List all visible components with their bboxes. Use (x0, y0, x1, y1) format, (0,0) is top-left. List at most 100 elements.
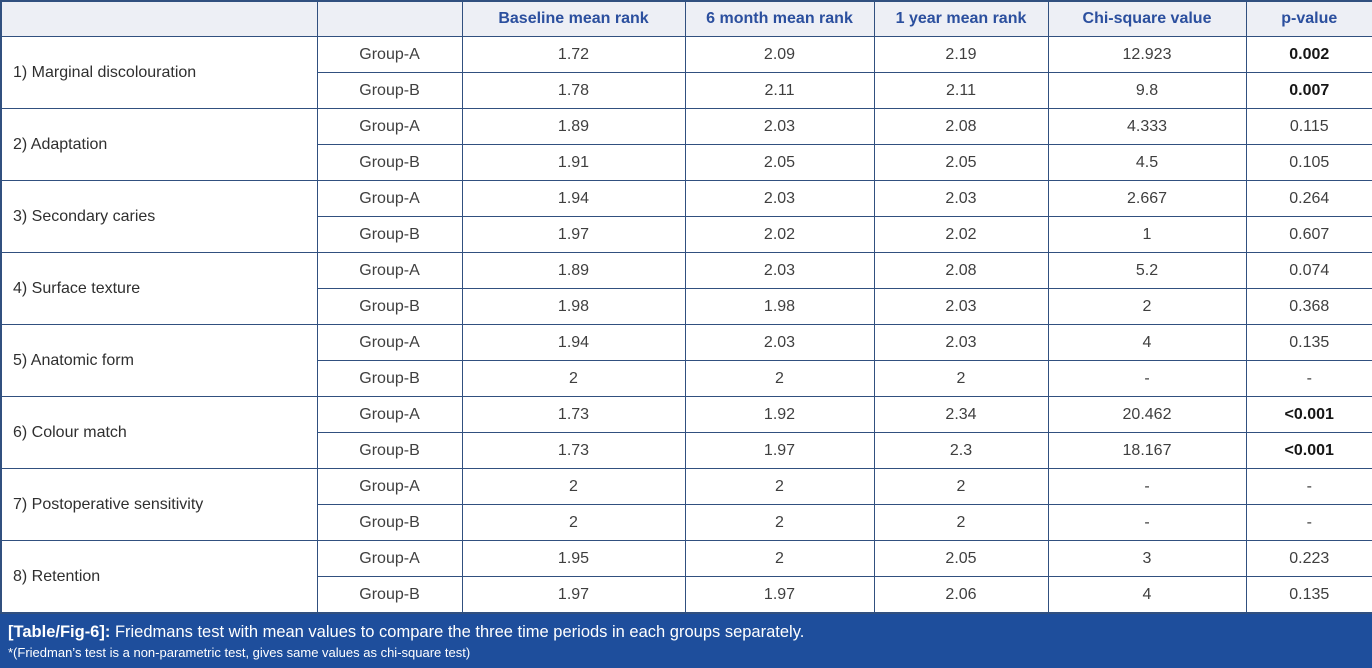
table-header: Baseline mean rank 6 month mean rank 1 y… (0, 0, 1372, 37)
value-cell: 1.73 (461, 432, 686, 469)
caption-footnote: *(Friedman’s test is a non-parametric te… (8, 645, 471, 660)
table-row: 8) Retention Group-A 1.95 2 2.05 3 0.223 (0, 540, 1372, 614)
value-cell: 4 (1047, 324, 1247, 361)
criterion-cell: 4) Surface texture (0, 252, 318, 325)
p-value-cell: 0.105 (1245, 144, 1372, 181)
group-cell: Group-B (316, 144, 463, 181)
value-cell: 2.3 (873, 432, 1049, 469)
group-cell: Group-B (316, 216, 463, 253)
value-cell: 4.333 (1047, 108, 1247, 145)
value-cell: 1.78 (461, 72, 686, 109)
value-cell: 1.97 (461, 216, 686, 253)
value-cell: 2 (684, 360, 875, 397)
group-cell: Group-A (316, 540, 463, 577)
value-cell: 1.89 (461, 108, 686, 145)
value-cell: 2 (461, 468, 686, 505)
table-row: Group-B 1.98 1.98 2.03 2 0.368 (1, 288, 1372, 325)
p-value-cell: <0.001 (1245, 396, 1372, 433)
group-cell: Group-A (316, 324, 463, 361)
p-value-cell: 0.368 (1245, 288, 1372, 325)
value-cell: - (1047, 360, 1247, 397)
value-cell: 2.02 (873, 216, 1049, 253)
table-row: Group-B 1.97 1.97 2.06 4 0.135 (1, 576, 1372, 614)
caption-label: [Table/Fig-6]: (8, 623, 111, 641)
column-header-1-year-mean-rank: 1 year mean rank (873, 0, 1049, 37)
value-cell: 2.09 (684, 36, 875, 73)
table-row: 1) Marginal discolouration Group-A 1.72 2.0… (0, 36, 1372, 109)
value-cell: 1.97 (684, 432, 875, 469)
value-cell: 2.08 (873, 252, 1049, 289)
value-cell: 20.462 (1047, 396, 1247, 433)
value-cell: 2.06 (873, 576, 1049, 614)
value-cell: 1.97 (684, 576, 875, 614)
p-value-cell: 0.264 (1245, 180, 1372, 217)
value-cell: 2.03 (684, 252, 875, 289)
value-cell: 2.05 (873, 540, 1049, 577)
table-row: 6) Colour match Group-A 1.73 1.92 2.34 20.462… (0, 396, 1372, 469)
value-cell: - (1047, 468, 1247, 505)
value-cell: 12.923 (1047, 36, 1247, 73)
p-value-cell: 0.007 (1245, 72, 1372, 109)
value-cell: 2 (684, 540, 875, 577)
group-cell: Group-A (316, 180, 463, 217)
value-cell: 2.03 (684, 180, 875, 217)
value-cell: 2.11 (684, 72, 875, 109)
value-cell: 2.03 (684, 108, 875, 145)
group-cell: Group-A (316, 36, 463, 73)
criterion-cell: 1) Marginal discolouration (0, 36, 318, 109)
criterion-cell: 5) Anatomic form (0, 324, 318, 397)
value-cell: 2 (1047, 288, 1247, 325)
value-cell: 1 (1047, 216, 1247, 253)
value-cell: 2.05 (873, 144, 1049, 181)
value-cell: 1.94 (461, 180, 686, 217)
group-cell: Group-A (316, 252, 463, 289)
table-row: 5) Anatomic form Group-A 1.94 2.03 2.03 4 0.13… (0, 324, 1372, 397)
value-cell: - (1047, 504, 1247, 541)
group-cell: Group-B (316, 360, 463, 397)
table-caption: [Table/Fig-6]: Friedmans test with mean … (8, 622, 1362, 642)
table-row: 2) Adaptation Group-A 1.89 2.03 2.08 4.333 0.1… (0, 108, 1372, 181)
value-cell: 4 (1047, 576, 1247, 614)
value-cell: 9.8 (1047, 72, 1247, 109)
table-row: Group-B 1.78 2.11 2.11 9.8 0.007 (1, 72, 1372, 109)
value-cell: 2.05 (684, 144, 875, 181)
value-cell: 2 (461, 504, 686, 541)
group-cell: Group-A (316, 396, 463, 433)
value-cell: 2 (873, 360, 1049, 397)
criterion-cell: 2) Adaptation (0, 108, 318, 181)
value-cell: 2.08 (873, 108, 1049, 145)
p-value-cell: - (1245, 360, 1372, 397)
p-value-cell: 0.002 (1245, 36, 1372, 73)
criterion-cell: 3) Secondary caries (0, 180, 318, 253)
table-body: 1) Marginal discolouration Group-A 1.72 2.0… (0, 36, 1372, 614)
column-header-p-value: p-value (1245, 0, 1372, 37)
value-cell: 2 (873, 468, 1049, 505)
value-cell: 3 (1047, 540, 1247, 577)
value-cell: 2.667 (1047, 180, 1247, 217)
p-value-cell: 0.135 (1245, 576, 1372, 614)
value-cell: 5.2 (1047, 252, 1247, 289)
column-header-criterion (0, 0, 318, 37)
value-cell: 4.5 (1047, 144, 1247, 181)
column-header-baseline-mean-rank: Baseline mean rank (461, 0, 686, 37)
value-cell: 2.03 (873, 288, 1049, 325)
value-cell: 1.89 (461, 252, 686, 289)
friedman-test-table: Baseline mean rank 6 month mean rank 1 y… (0, 0, 1372, 614)
table-row: Group-B 1.91 2.05 2.05 4.5 0.105 (1, 144, 1372, 181)
value-cell: 1.73 (461, 396, 686, 433)
p-value-cell: - (1245, 468, 1372, 505)
value-cell: 2 (461, 360, 686, 397)
p-value-cell: 0.607 (1245, 216, 1372, 253)
group-cell: Group-B (316, 72, 463, 109)
p-value-cell: <0.001 (1245, 432, 1372, 469)
criterion-cell: 6) Colour match (0, 396, 318, 469)
value-cell: 2.34 (873, 396, 1049, 433)
value-cell: 18.167 (1047, 432, 1247, 469)
value-cell: 1.72 (461, 36, 686, 73)
p-value-cell: 0.223 (1245, 540, 1372, 577)
group-cell: Group-A (316, 468, 463, 505)
table-row: Group-B 1.97 2.02 2.02 1 0.607 (1, 216, 1372, 253)
value-cell: 1.91 (461, 144, 686, 181)
value-cell: 1.97 (461, 576, 686, 614)
